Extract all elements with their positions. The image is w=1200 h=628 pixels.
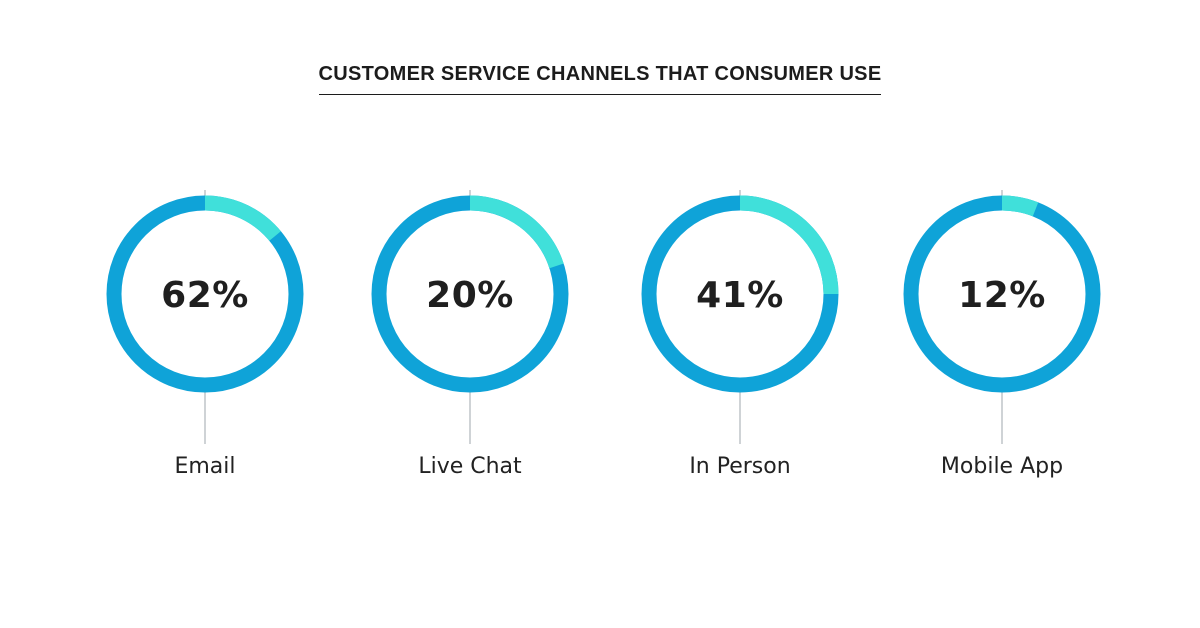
donut-category-label: Live Chat [418, 454, 522, 479]
donut-value-label: 62% [161, 275, 249, 316]
donut-value-label: 20% [426, 275, 514, 316]
donut-category-label: Mobile App [941, 454, 1063, 479]
chart-title-wrap: CUSTOMER SERVICE CHANNELS THAT CONSUMER … [0, 63, 1200, 95]
donut-item-in-person: 41% In Person [641, 190, 839, 479]
donut-item-live-chat: 20% Live Chat [371, 190, 569, 479]
donut-category-label: Email [174, 454, 235, 479]
donut-highlight-arc [204, 195, 281, 241]
donut-item-mobile-app: 12% Mobile App [903, 190, 1101, 479]
chart-title: CUSTOMER SERVICE CHANNELS THAT CONSUMER … [318, 63, 882, 95]
donut-highlight-arc [739, 195, 839, 295]
donut-category-label: In Person [689, 454, 790, 479]
donut-highlight-arc [469, 195, 564, 269]
donut-value-label: 12% [958, 275, 1046, 316]
donut-item-email: 62% Email [106, 190, 304, 479]
donut-highlight-arc [1001, 195, 1039, 217]
donut-value-label: 41% [696, 275, 784, 316]
